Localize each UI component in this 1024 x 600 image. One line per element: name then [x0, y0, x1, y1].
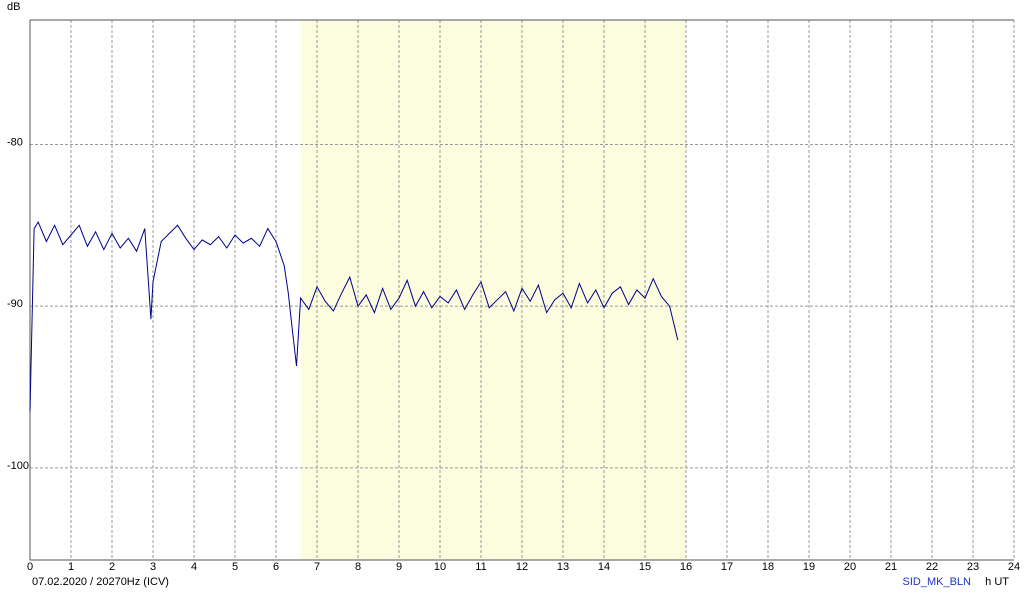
x-axis-label: h UT [985, 576, 1009, 588]
x-tick-label: 14 [598, 561, 610, 573]
x-tick-label: 21 [885, 561, 897, 573]
x-tick-label: 4 [191, 561, 197, 573]
x-tick-label: 11 [475, 561, 486, 573]
plot-frame [29, 19, 1014, 561]
x-tick-label: 18 [762, 561, 774, 573]
x-tick-label: 5 [232, 561, 238, 573]
x-tick-label: 7 [314, 561, 320, 573]
x-tick-label: 16 [680, 561, 692, 573]
footer-right: SID_MK_BLN [903, 576, 972, 588]
x-tick-label: 10 [434, 561, 446, 573]
x-tick-label: 23 [967, 561, 979, 573]
x-tick-label: 2 [109, 561, 115, 573]
x-tick-label: 15 [639, 561, 651, 573]
x-tick-label: 3 [150, 561, 156, 573]
footer-left: 07.02.2020 / 20270Hz (ICV) [32, 576, 169, 588]
x-tick-label: 17 [721, 561, 733, 573]
y-axis-label: dB [7, 1, 20, 13]
x-tick-label: 8 [355, 561, 361, 573]
y-tick-label: -100 [7, 460, 29, 472]
x-tick-label: 20 [844, 561, 856, 573]
x-tick-label: 9 [396, 561, 402, 573]
x-tick-label: 12 [516, 561, 528, 573]
x-tick-label: 6 [273, 561, 279, 573]
y-tick-label: -80 [7, 136, 23, 148]
x-tick-label: 19 [803, 561, 815, 573]
signal-line [29, 221, 679, 412]
x-tick-label: 13 [557, 561, 569, 573]
y-tick-label: -90 [7, 298, 23, 310]
x-tick-label: 24 [1008, 561, 1020, 573]
x-tick-label: 0 [27, 561, 33, 573]
x-tick-label: 22 [926, 561, 938, 573]
x-tick-label: 1 [68, 561, 74, 573]
